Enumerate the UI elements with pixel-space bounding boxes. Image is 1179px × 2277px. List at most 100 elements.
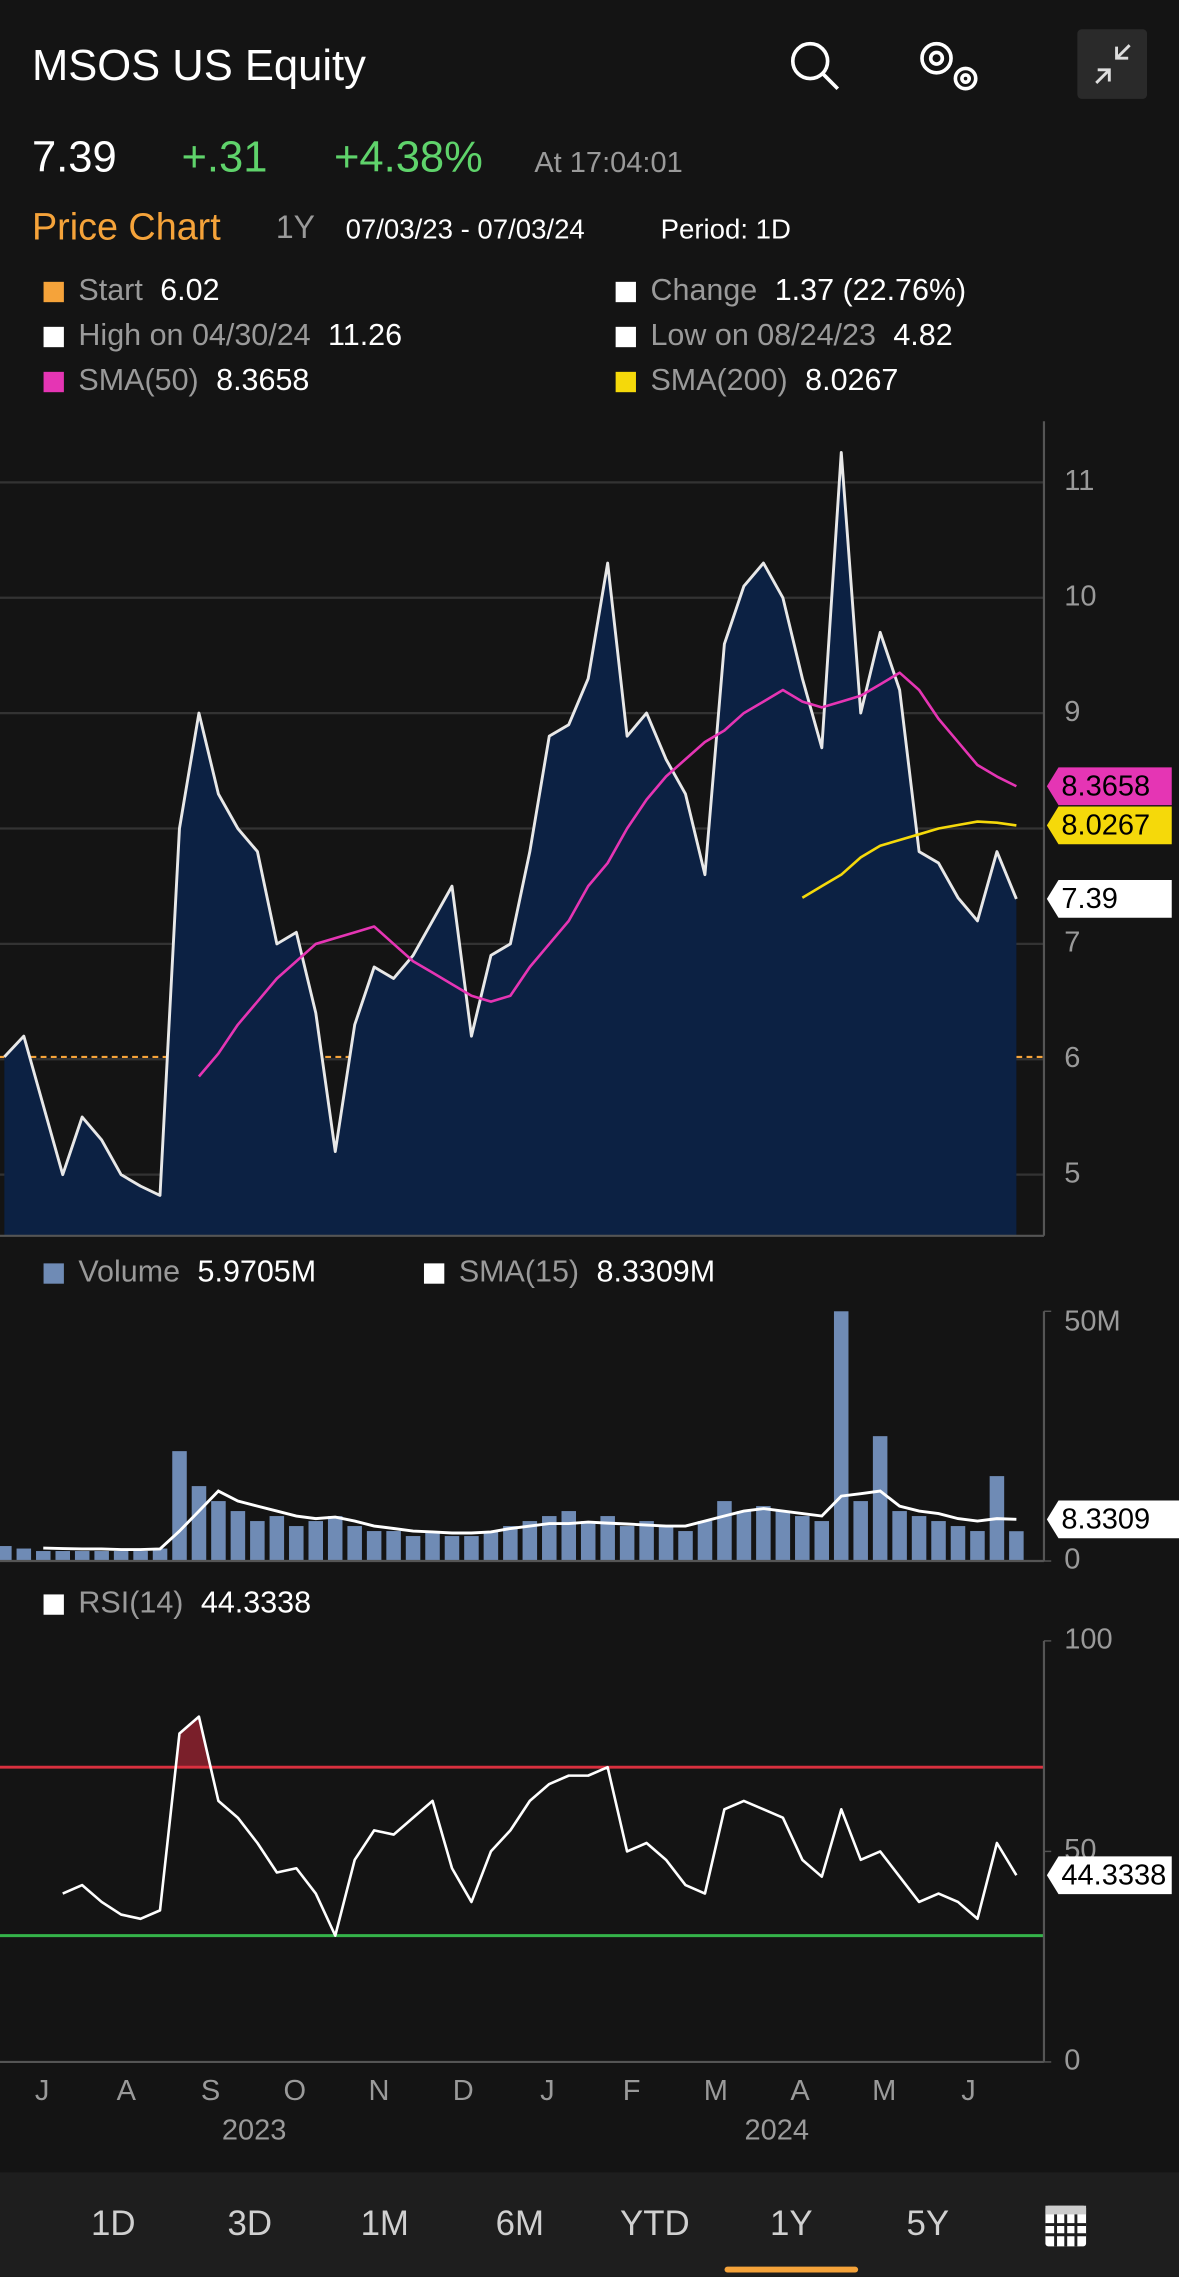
volume-bar	[36, 1551, 51, 1562]
year-label: 2023	[222, 2114, 287, 2146]
volume-bar	[561, 1511, 577, 1562]
value-tag	[1046, 1856, 1172, 1895]
legend-entry: Change 1.37 (22.76%)	[650, 273, 966, 307]
volume-bar	[892, 1511, 907, 1562]
value-tag	[1046, 806, 1172, 845]
volume-bar	[619, 1526, 635, 1562]
legend-label: Volume	[78, 1255, 180, 1289]
month-label: F	[623, 2075, 641, 2107]
search-icon[interactable]	[790, 41, 840, 91]
volume-bar	[756, 1506, 771, 1562]
legend-value: 11.26	[328, 318, 402, 352]
dates: 07/03/23 - 07/03/24	[346, 213, 585, 244]
month-label: M	[872, 2075, 896, 2107]
legend-marker	[43, 371, 64, 393]
volume-bar	[775, 1511, 791, 1562]
pct-change: +4.38%	[334, 133, 483, 181]
legend-label: RSI(14)	[78, 1586, 183, 1620]
volume-bar	[833, 1311, 849, 1562]
volume-bar	[152, 1548, 168, 1562]
legend-value: 4.82	[893, 318, 952, 352]
legend-value: 8.3309M	[597, 1255, 716, 1289]
volume-bar	[74, 1551, 90, 1562]
legend-value: 44.3338	[201, 1586, 311, 1620]
legend-entry: SMA(50) 8.3658	[78, 363, 309, 397]
legend-label: High on 04/30/24	[78, 318, 310, 352]
range-bar	[0, 2172, 1179, 2277]
volume-bar	[94, 1551, 109, 1562]
legend-marker	[615, 371, 636, 393]
legend-marker	[43, 326, 64, 348]
volume-bar	[55, 1551, 71, 1562]
legend-marker	[43, 1263, 64, 1284]
volume-bar	[639, 1521, 654, 1562]
range-button[interactable]: YTD	[620, 2204, 690, 2243]
range: 1Y	[276, 209, 315, 245]
last-price: 7.39	[32, 133, 117, 181]
volume-bar	[269, 1516, 285, 1562]
volume-bar	[736, 1511, 752, 1562]
series-line	[62, 1715, 1018, 1937]
month-label: A	[790, 2075, 810, 2107]
volume-bar	[658, 1526, 674, 1562]
legend-marker	[43, 1594, 64, 1615]
update-time: At 17:04:01	[534, 147, 682, 179]
volume-bar	[347, 1526, 362, 1562]
volume-bar	[600, 1516, 615, 1562]
month-label: D	[453, 2075, 474, 2107]
volume-bar	[1009, 1531, 1024, 1562]
settings-icon[interactable]	[920, 41, 978, 91]
month-label: J	[35, 2075, 50, 2107]
volume-bar	[872, 1436, 888, 1562]
volume-bar	[542, 1516, 557, 1562]
legend-label: SMA(200)	[650, 363, 787, 397]
volume-bar	[113, 1551, 129, 1562]
range-button[interactable]: 5Y	[907, 2204, 950, 2243]
month-label: O	[283, 2075, 306, 2107]
value-tag-label: 44.3338	[1061, 1859, 1166, 1891]
legend-value: 1.37 (22.76%)	[775, 273, 967, 307]
y-tick-label: 0	[1064, 1544, 1080, 1576]
collapse-button[interactable]	[1077, 29, 1148, 99]
range-button[interactable]: 1Y	[770, 2204, 813, 2243]
range-button[interactable]: 3D	[227, 2204, 272, 2243]
legend-entry: SMA(15) 8.3309M	[459, 1255, 715, 1289]
volume-bar	[795, 1516, 810, 1562]
volume-bar	[483, 1531, 499, 1562]
volume-bar	[289, 1526, 304, 1562]
volume-bar	[522, 1521, 538, 1562]
legend-marker	[43, 281, 64, 303]
volume-bar	[580, 1521, 596, 1562]
volume-bar	[697, 1521, 713, 1562]
legend-entry: High on 04/30/24 11.26	[78, 318, 402, 352]
legend-entry: Low on 08/24/23 4.82	[650, 318, 952, 352]
legend-value: 6.02	[160, 273, 219, 307]
legend-entry: SMA(200) 8.0267	[650, 363, 898, 397]
volume-bar	[0, 1546, 12, 1562]
y-tick-label: 7	[1064, 927, 1080, 959]
value-tag-label: 7.39	[1061, 883, 1117, 915]
y-tick-label: 50M	[1064, 1306, 1120, 1338]
calendar-button[interactable]	[1045, 2205, 1087, 2247]
volume-bar	[970, 1531, 985, 1562]
y-tick-label: 5	[1064, 1157, 1080, 1189]
value-tag-label: 8.0267	[1061, 810, 1150, 842]
y-tick-label: 11	[1064, 465, 1094, 497]
volume-bar	[931, 1521, 946, 1562]
legend-value: 8.3658	[216, 363, 309, 397]
range-button[interactable]: 6M	[496, 2204, 544, 2243]
volume-bar	[250, 1521, 265, 1562]
range-button[interactable]: 1D	[91, 2204, 136, 2243]
series-line	[197, 671, 1017, 1078]
series-line	[3, 450, 1018, 1197]
legend-value: 8.0267	[805, 363, 898, 397]
y-tick-label: 9	[1064, 696, 1080, 728]
volume-bar	[950, 1526, 966, 1562]
volume-bar	[386, 1531, 401, 1562]
volume-bar	[464, 1536, 479, 1562]
y-tick-label: 6	[1064, 1042, 1080, 1074]
range-button[interactable]: 1M	[361, 2204, 409, 2243]
volume-bar	[133, 1551, 148, 1562]
volume-bar	[211, 1501, 226, 1562]
year-label: 2024	[745, 2114, 810, 2146]
